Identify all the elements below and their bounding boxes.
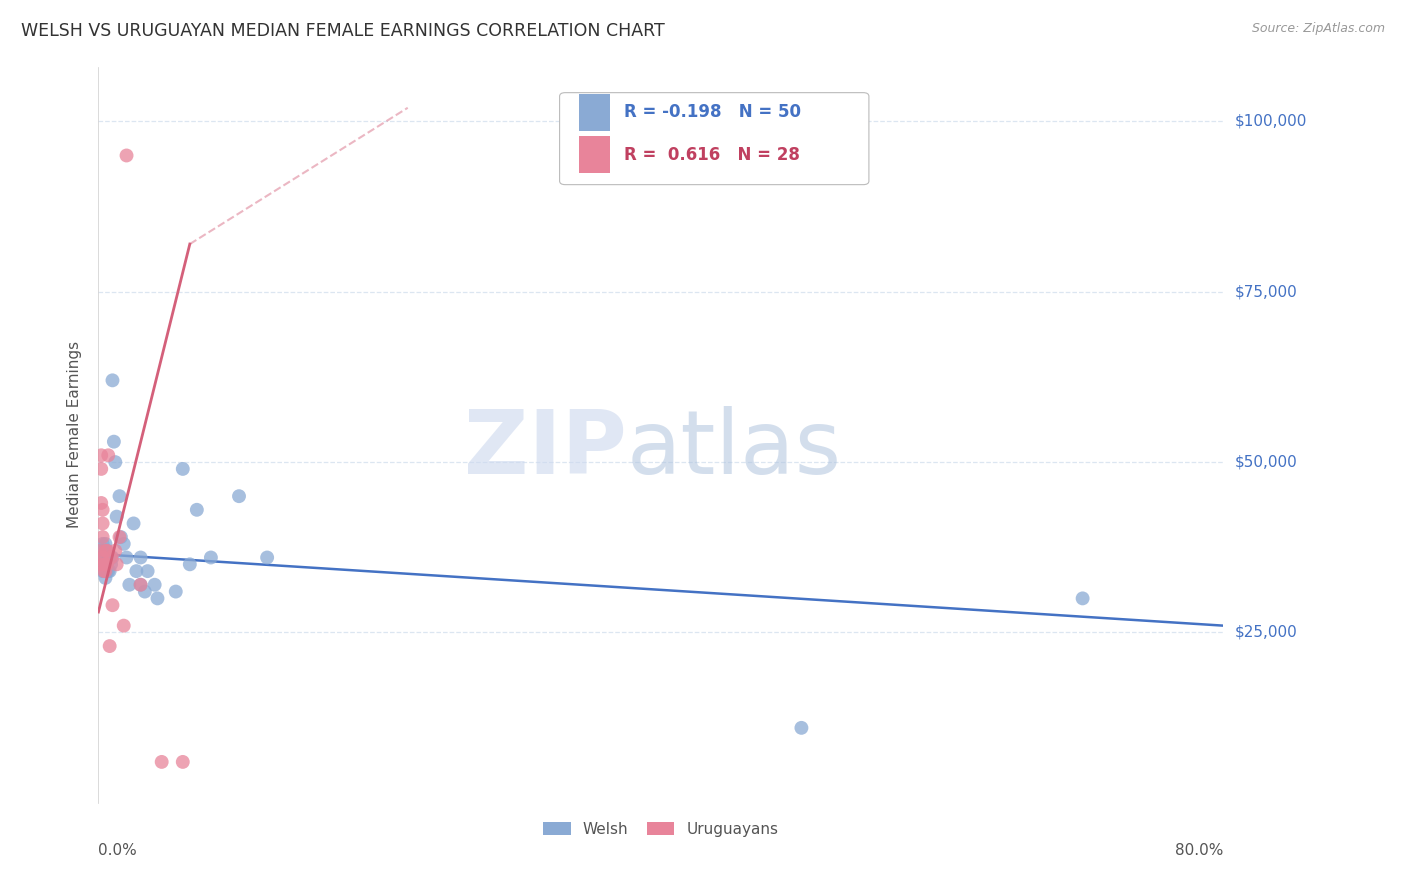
Text: Source: ZipAtlas.com: Source: ZipAtlas.com	[1251, 22, 1385, 36]
Point	[104, 543, 127, 558]
Point	[96, 564, 118, 578]
Point	[105, 558, 128, 572]
Point	[134, 584, 156, 599]
Point	[122, 516, 145, 531]
Point	[200, 550, 222, 565]
Point	[129, 578, 152, 592]
Point	[98, 639, 121, 653]
Point	[91, 537, 114, 551]
Point	[179, 558, 201, 572]
Point	[112, 537, 135, 551]
Point	[94, 558, 117, 572]
Point	[89, 550, 111, 565]
Point	[94, 571, 117, 585]
Point	[125, 564, 148, 578]
Point	[790, 721, 813, 735]
Point	[91, 550, 114, 565]
Point	[105, 509, 128, 524]
Point	[112, 618, 135, 632]
Point	[150, 755, 173, 769]
Point	[104, 455, 127, 469]
Point	[93, 558, 115, 572]
Point	[94, 537, 117, 551]
Point	[89, 558, 111, 572]
FancyBboxPatch shape	[560, 93, 869, 185]
Point	[90, 543, 112, 558]
Point	[96, 558, 118, 572]
Point	[1071, 591, 1094, 606]
Point	[91, 530, 114, 544]
Point	[129, 578, 152, 592]
Point	[110, 530, 132, 544]
Point	[101, 550, 124, 565]
Text: R =  0.616   N = 28: R = 0.616 N = 28	[624, 145, 800, 164]
Point	[93, 550, 115, 565]
Point	[100, 550, 122, 565]
Point	[90, 496, 112, 510]
Point	[146, 591, 169, 606]
Point	[103, 434, 125, 449]
Point	[91, 516, 114, 531]
FancyBboxPatch shape	[579, 136, 610, 173]
Point	[97, 564, 120, 578]
Point	[96, 558, 118, 572]
Point	[90, 462, 112, 476]
Point	[89, 558, 111, 572]
Text: ZIP: ZIP	[464, 406, 627, 493]
Point	[94, 550, 117, 565]
FancyBboxPatch shape	[579, 94, 610, 131]
Text: atlas: atlas	[627, 406, 842, 493]
Point	[91, 564, 114, 578]
Point	[90, 558, 112, 572]
Text: $75,000: $75,000	[1234, 285, 1298, 299]
Text: $50,000: $50,000	[1234, 455, 1298, 469]
Point	[90, 448, 112, 462]
Text: WELSH VS URUGUAYAN MEDIAN FEMALE EARNINGS CORRELATION CHART: WELSH VS URUGUAYAN MEDIAN FEMALE EARNING…	[21, 22, 665, 40]
Point	[98, 550, 121, 565]
Point	[89, 543, 111, 558]
Point	[165, 584, 187, 599]
Point	[97, 550, 120, 565]
Text: R = -0.198   N = 50: R = -0.198 N = 50	[624, 103, 800, 121]
Point	[143, 578, 166, 592]
Point	[91, 558, 114, 572]
Point	[186, 503, 208, 517]
Point	[94, 558, 117, 572]
Point	[115, 148, 138, 162]
Point	[172, 755, 194, 769]
Point	[101, 373, 124, 387]
Point	[172, 462, 194, 476]
Point	[100, 558, 122, 572]
Point	[108, 489, 131, 503]
Y-axis label: Median Female Earnings: Median Female Earnings	[67, 342, 83, 528]
Point	[94, 564, 117, 578]
Point	[93, 564, 115, 578]
Text: 0.0%: 0.0%	[98, 843, 138, 858]
Point	[93, 564, 115, 578]
Point	[96, 543, 118, 558]
Point	[115, 550, 138, 565]
Point	[93, 558, 115, 572]
Text: $25,000: $25,000	[1234, 625, 1298, 640]
Point	[94, 543, 117, 558]
Point	[228, 489, 250, 503]
Point	[136, 564, 159, 578]
Point	[101, 598, 124, 612]
Point	[96, 543, 118, 558]
Point	[97, 448, 120, 462]
Point	[129, 550, 152, 565]
Point	[118, 578, 141, 592]
Legend: Welsh, Uruguayans: Welsh, Uruguayans	[537, 815, 785, 843]
Text: 80.0%: 80.0%	[1175, 843, 1223, 858]
Point	[91, 550, 114, 565]
Text: $100,000: $100,000	[1234, 114, 1306, 129]
Point	[98, 564, 121, 578]
Point	[91, 503, 114, 517]
Point	[108, 530, 131, 544]
Point	[256, 550, 278, 565]
